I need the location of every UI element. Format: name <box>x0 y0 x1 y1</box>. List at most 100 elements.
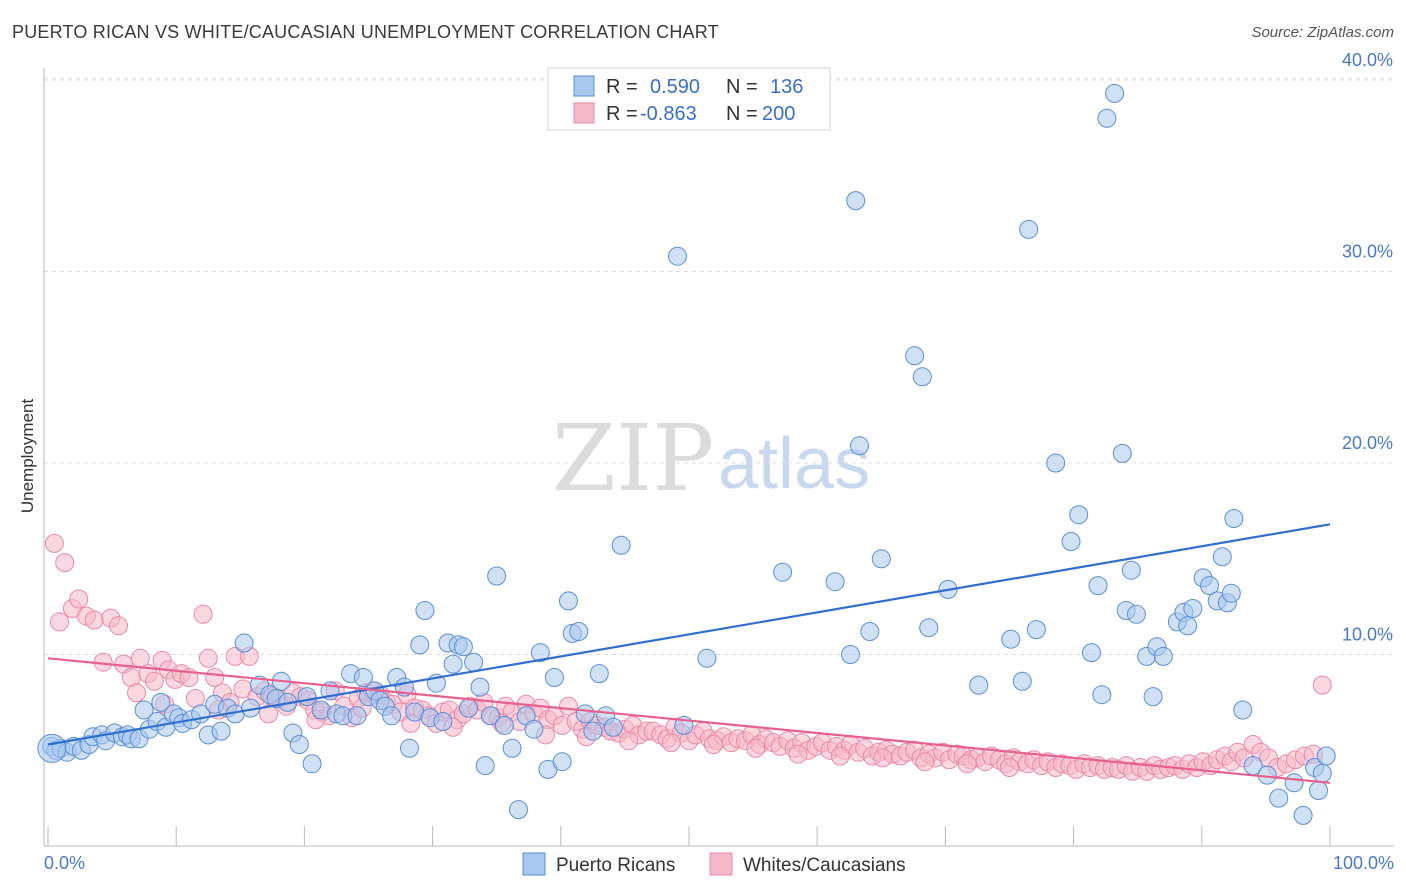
bottom-legend-puerto-rican: Puerto Ricans <box>556 855 675 876</box>
puerto-rican-point <box>1026 620 1046 640</box>
puerto-rican-point <box>589 664 609 684</box>
puerto-rican-point <box>1046 453 1066 473</box>
puerto-rican-point <box>583 721 603 741</box>
puerto-rican-point <box>453 637 473 657</box>
puerto-rican-point <box>530 643 550 663</box>
bottom-legend-white: Whites/Caucasians <box>743 855 906 876</box>
puerto-rican-point <box>494 715 514 735</box>
puerto-rican-point <box>1293 805 1313 825</box>
puerto-rican-point <box>1061 532 1081 551</box>
legend-n-label-1: N = <box>726 76 758 98</box>
puerto-rican-point <box>905 346 925 366</box>
puerto-rican-point <box>1316 746 1336 766</box>
puerto-rican-point <box>871 549 891 569</box>
puerto-rican-point <box>353 668 373 687</box>
puerto-rican-point <box>1012 671 1032 691</box>
y-tick-label: 30.0% <box>1342 242 1393 262</box>
puerto-rican-trend-line <box>47 523 1331 746</box>
puerto-rican-point <box>470 677 490 697</box>
bottom-legend-swatch-white <box>709 852 733 876</box>
x-tick-label-max: 100.0% <box>1333 853 1394 873</box>
white-caucasian-point <box>559 696 578 716</box>
watermark-zip: ZIP <box>552 405 714 512</box>
white-caucasian-point <box>198 648 218 668</box>
white-caucasian-point <box>69 589 89 609</box>
puerto-rican-point <box>415 601 435 620</box>
puerto-rican-point <box>297 687 317 707</box>
correlation-legend: R = 0.590 N = 136 R = -0.863 N = 200 <box>547 67 831 131</box>
legend-r-value-2: -0.863 <box>640 103 697 125</box>
puerto-rican-point <box>433 712 453 731</box>
puerto-rican-point <box>1269 788 1289 808</box>
puerto-rican-point <box>464 652 484 672</box>
puerto-rican-point <box>1069 505 1089 525</box>
series-legend: Puerto Ricans Whites/Caucasians <box>522 852 906 876</box>
trend-lines <box>47 523 1331 784</box>
white-caucasian-point <box>957 754 977 774</box>
puerto-rican-point <box>575 704 595 724</box>
white-caucasian-point <box>1312 675 1332 695</box>
puerto-rican-point <box>302 754 322 774</box>
puerto-rican-point <box>382 706 402 726</box>
puerto-rican-point <box>1088 576 1108 596</box>
chart-source: Source: ZipAtlas.com <box>1251 24 1394 41</box>
puerto-rican-point <box>487 566 507 586</box>
white-caucasian-trend-line <box>47 657 1331 784</box>
puerto-rican-point <box>234 633 254 653</box>
puerto-rican-point <box>611 535 631 555</box>
puerto-rican-point <box>559 591 578 611</box>
bottom-legend-swatch-puerto-rican <box>522 852 546 876</box>
puerto-rican-point <box>569 622 589 641</box>
puerto-rican-point <box>846 191 866 211</box>
legend-r-label-1: R = <box>606 76 638 98</box>
white-caucasian-point <box>661 733 681 753</box>
white-caucasian-point <box>50 612 69 632</box>
puerto-rican-point <box>860 622 880 641</box>
puerto-rican-point <box>1143 687 1163 707</box>
white-caucasian-point <box>259 704 278 724</box>
puerto-rican-point <box>1097 108 1117 128</box>
puerto-rican-point <box>603 717 623 737</box>
puerto-rican-point <box>668 246 687 266</box>
y-tick-label: 40.0% <box>1342 50 1393 70</box>
legend-n-value-2: 200 <box>762 103 795 125</box>
puerto-rican-point <box>459 698 478 718</box>
puerto-rican-point <box>1284 773 1304 793</box>
puerto-rican-point <box>697 648 717 668</box>
puerto-rican-point <box>1200 576 1219 596</box>
legend-r-label-2: R = <box>606 103 638 125</box>
puerto-rican-point <box>509 800 528 820</box>
legend-r-value-1: 0.590 <box>650 76 700 98</box>
puerto-rican-point <box>347 706 367 726</box>
puerto-rican-point <box>1221 583 1241 603</box>
white-caucasian-point <box>55 553 75 573</box>
white-caucasian-point <box>109 616 128 636</box>
white-caucasian-point <box>127 683 146 703</box>
y-tick-label: 20.0% <box>1342 433 1393 453</box>
puerto-rican-point <box>480 706 500 726</box>
white-caucasian-point <box>788 744 808 764</box>
axes <box>43 68 1394 847</box>
legend-n-label-2: N = <box>726 103 758 125</box>
puerto-rican-point <box>443 654 463 674</box>
puerto-rican-point <box>919 618 939 638</box>
puerto-rican-point <box>502 738 522 758</box>
puerto-rican-point <box>134 700 154 720</box>
y-tick-label: 10.0% <box>1342 625 1393 645</box>
white-caucasian-point <box>1000 758 1019 777</box>
puerto-rican-point <box>1183 599 1203 618</box>
puerto-rican-point <box>1212 547 1232 567</box>
white-caucasian-point <box>873 748 893 768</box>
puerto-rican-point <box>37 733 67 763</box>
grid-lines <box>44 77 1394 655</box>
white-caucasian-point <box>144 671 164 691</box>
white-caucasian-point <box>193 604 213 624</box>
x-tick-label-min: 0.0% <box>44 853 85 873</box>
legend-n-value-1: 136 <box>770 76 803 98</box>
chart-title: PUERTO RICAN VS WHITE/CAUCASIAN UNEMPLOY… <box>12 22 719 42</box>
puerto-rican-point <box>1001 629 1021 649</box>
puerto-rican-point <box>211 721 231 741</box>
white-caucasian-point <box>619 731 639 751</box>
puerto-rican-point <box>773 562 793 582</box>
